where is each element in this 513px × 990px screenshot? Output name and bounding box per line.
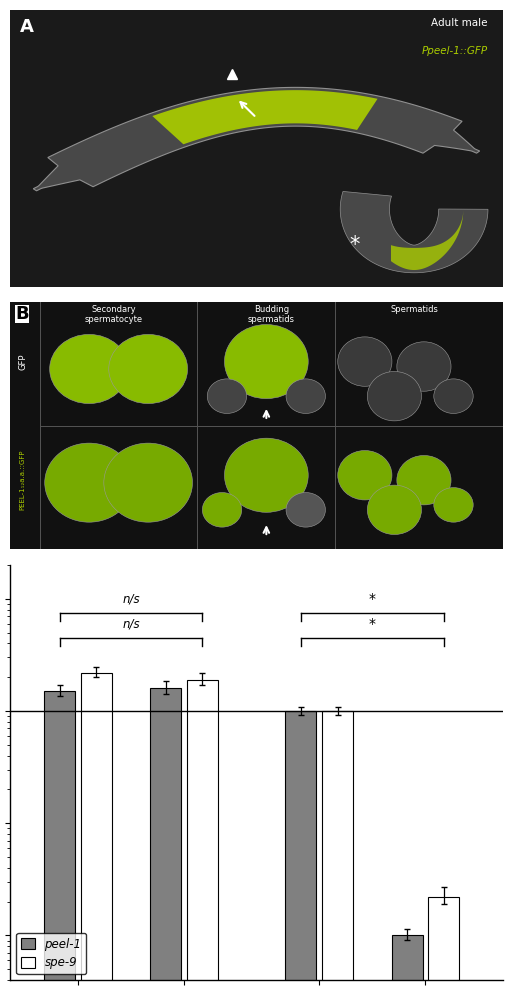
- Ellipse shape: [225, 325, 308, 399]
- Ellipse shape: [338, 337, 392, 386]
- Bar: [187, 680, 218, 990]
- Text: Budding
spermatids: Budding spermatids: [248, 305, 295, 324]
- Ellipse shape: [104, 444, 192, 522]
- Bar: [322, 711, 353, 990]
- Ellipse shape: [338, 450, 392, 500]
- Text: B: B: [15, 305, 29, 323]
- Ellipse shape: [367, 485, 422, 535]
- Bar: [428, 897, 459, 990]
- Polygon shape: [391, 209, 463, 270]
- Ellipse shape: [50, 335, 128, 404]
- Ellipse shape: [367, 371, 422, 421]
- Bar: [44, 691, 75, 990]
- Ellipse shape: [434, 379, 473, 414]
- Polygon shape: [340, 191, 488, 273]
- Text: *: *: [369, 617, 376, 631]
- Polygon shape: [152, 90, 378, 145]
- Bar: [150, 688, 181, 990]
- Ellipse shape: [286, 493, 325, 527]
- Text: A: A: [20, 18, 34, 37]
- Ellipse shape: [397, 342, 451, 391]
- Polygon shape: [33, 87, 480, 191]
- Text: Ppeel-1::GFP: Ppeel-1::GFP: [422, 46, 488, 55]
- Text: *: *: [369, 592, 376, 606]
- Ellipse shape: [207, 379, 247, 414]
- Bar: [81, 672, 112, 990]
- Text: Adult male: Adult male: [431, 18, 488, 28]
- Text: GFP: GFP: [18, 353, 27, 370]
- Text: Spermatids: Spermatids: [390, 305, 438, 314]
- Bar: [392, 936, 423, 990]
- Ellipse shape: [225, 439, 308, 512]
- Legend: peel-1, spe-9: peel-1, spe-9: [16, 933, 86, 974]
- Ellipse shape: [109, 335, 188, 404]
- Ellipse shape: [202, 493, 242, 527]
- Text: *: *: [350, 235, 360, 255]
- Ellipse shape: [45, 444, 133, 522]
- Text: n/s: n/s: [122, 593, 140, 606]
- Ellipse shape: [397, 455, 451, 505]
- Text: PEEL-1₁₂a.a.::GFP: PEEL-1₁₂a.a.::GFP: [19, 449, 26, 511]
- Text: Secondary
spermatocyte: Secondary spermatocyte: [85, 305, 143, 324]
- Ellipse shape: [434, 488, 473, 522]
- Ellipse shape: [286, 379, 325, 414]
- Text: n/s: n/s: [122, 618, 140, 631]
- Bar: [285, 711, 317, 990]
